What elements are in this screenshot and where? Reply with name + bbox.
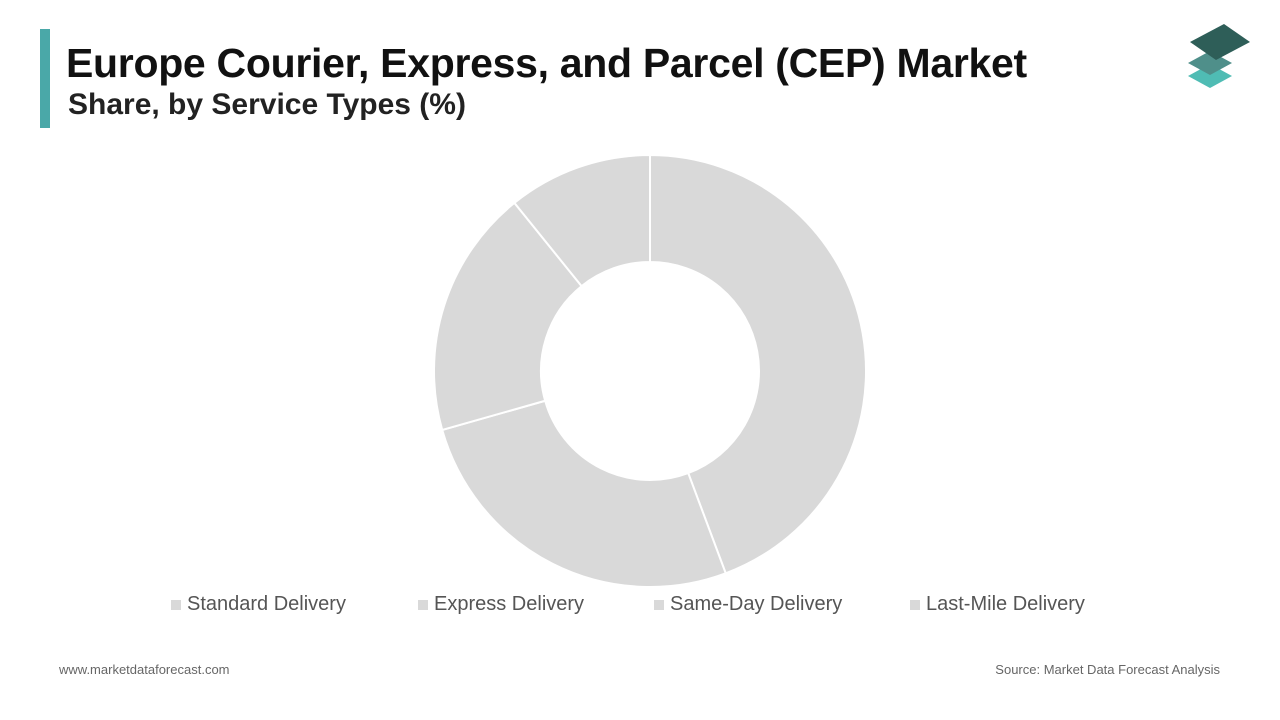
donut-slice-express-delivery bbox=[440, 399, 728, 588]
chart-legend: Standard Delivery Express Delivery Same-Da… bbox=[0, 593, 1280, 623]
legend-label: Express Delivery bbox=[434, 593, 585, 615]
legend-item: Express Delivery bbox=[418, 593, 584, 616]
legend-label: Standard Delivery bbox=[187, 593, 346, 615]
chart-title: Europe Courier, Express, and Parcel (CEP… bbox=[66, 40, 1027, 86]
legend-swatch bbox=[654, 599, 664, 610]
donut-slice-same-day-delivery bbox=[433, 201, 583, 432]
stacked-layers-icon bbox=[1188, 24, 1250, 88]
donut-slice-standard-delivery bbox=[649, 153, 867, 575]
legend-label: Same-Day Delivery bbox=[670, 593, 843, 615]
legend-swatch bbox=[171, 599, 181, 610]
legend-item: Standard Delivery bbox=[171, 593, 346, 616]
footer-website: www.marketdataforecast.com bbox=[59, 662, 230, 677]
legend-label: Last-Mile Delivery bbox=[926, 593, 1085, 615]
title-accent-bar bbox=[40, 29, 50, 128]
chart-subtitle: Share, by Service Types (%) bbox=[68, 88, 466, 121]
legend-swatch bbox=[418, 599, 428, 610]
legend-item: Last-Mile Delivery bbox=[910, 593, 1085, 616]
legend-swatch bbox=[910, 599, 920, 610]
footer-source: Source: Market Data Forecast Analysis bbox=[995, 662, 1220, 677]
donut-slice-last-mile-delivery bbox=[513, 153, 651, 288]
legend-item: Same-Day Delivery bbox=[654, 593, 842, 616]
